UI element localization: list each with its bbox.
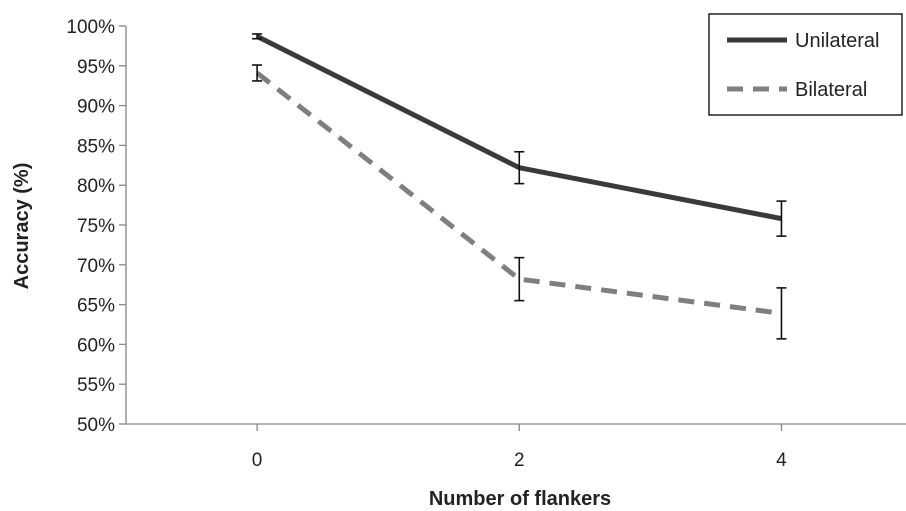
y-tick-label: 70% (77, 256, 115, 277)
y-tick-label: 80% (77, 176, 115, 197)
x-tick-label: 0 (252, 450, 263, 471)
legend-label-unilateral: Unilateral (795, 30, 879, 52)
x-axis: 0 2 4 (126, 423, 906, 471)
y-tick-label: 90% (77, 97, 115, 118)
error-bar (514, 150, 525, 185)
legend-box (708, 13, 903, 116)
y-tick-label: 50% (77, 415, 115, 436)
y-tick-label: 85% (77, 136, 115, 157)
error-bar (776, 200, 787, 237)
legend: Unilateral Bilateral (708, 13, 903, 116)
y-tick-label: 100% (66, 17, 115, 38)
y-tick-label: 60% (77, 335, 115, 356)
series-line-unilateral (255, 34, 782, 222)
error-bar (514, 256, 525, 302)
error-bar (776, 287, 787, 340)
error-bar (252, 33, 263, 40)
y-tick-label: 75% (77, 216, 115, 237)
series-line-bilateral (255, 70, 782, 316)
error-bars (252, 33, 787, 340)
x-tick-label: 4 (776, 450, 787, 471)
legend-label-bilateral: Bilateral (795, 79, 867, 101)
error-bar (252, 64, 263, 82)
y-tick-label: 65% (77, 296, 115, 317)
x-axis-title: Number of flankers (429, 488, 611, 510)
y-tick-label: 55% (77, 375, 115, 396)
y-tick-label: 95% (77, 57, 115, 78)
y-axis-title: Accuracy (%) (11, 163, 33, 290)
y-axis: 50% 55% 60% 65% 70% 75% 80% 85% 90% 95% 100% (66, 17, 127, 436)
x-tick-label: 2 (514, 450, 525, 471)
